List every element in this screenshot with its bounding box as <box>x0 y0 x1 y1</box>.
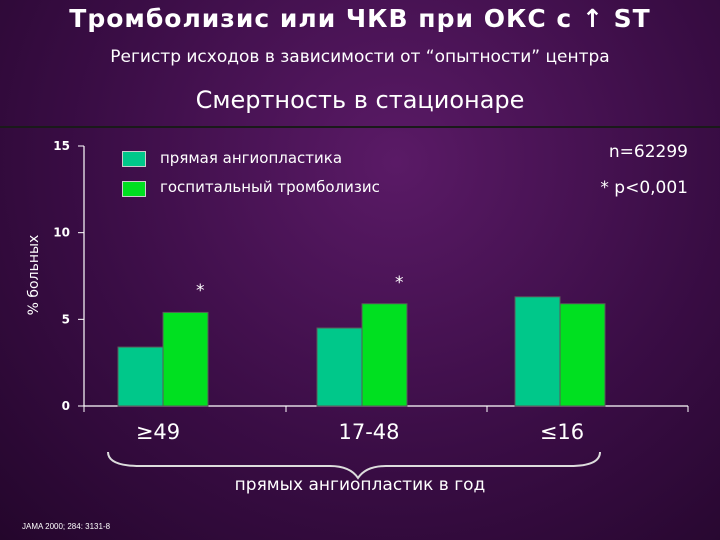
significance-star: * <box>395 273 404 293</box>
title-suffix: ST <box>613 4 651 33</box>
p-value: * p<0,001 <box>600 178 688 198</box>
category-label: ≤16 <box>539 420 585 444</box>
y-axis-label: % больных <box>26 234 42 316</box>
bar <box>514 296 561 407</box>
legend-label-thrombolysis: госпитальный тромболизис <box>160 178 380 196</box>
up-arrow-icon: ↑ <box>581 4 604 33</box>
bar <box>361 303 408 407</box>
legend-swatch-pci <box>122 151 146 167</box>
y-tick-label: 5 <box>62 312 70 326</box>
x-axis-caption: прямых ангиопластик в год <box>234 475 486 495</box>
y-tick-label: 0 <box>62 399 70 413</box>
chart-heading: Смертность в стационаре <box>195 86 525 114</box>
bar <box>559 303 606 407</box>
title-text: Тромболизис или ЧКВ при ОКС с <box>69 4 573 33</box>
category-label: 17-48 <box>338 420 400 444</box>
source-citation: JAMA 2000; 284: 3131-8 <box>22 522 111 531</box>
bar <box>316 327 363 407</box>
divider <box>0 126 720 128</box>
category-brace <box>107 451 601 480</box>
slide-subtitle: Регистр исходов в зависимости от “опытно… <box>110 47 610 67</box>
sample-size: n=62299 <box>608 142 688 162</box>
bar <box>117 346 164 407</box>
bar <box>162 311 209 407</box>
category-label: ≥49 <box>135 420 181 444</box>
legend-label-pci: прямая ангиопластика <box>160 149 343 167</box>
legend-swatch-thrombolysis <box>122 181 146 197</box>
y-tick-label: 10 <box>53 226 70 240</box>
y-tick-label: 15 <box>53 139 70 153</box>
significance-star: * <box>196 281 205 301</box>
slide-title: Тромболизис или ЧКВ при ОКС с ↑ ST <box>0 4 720 33</box>
